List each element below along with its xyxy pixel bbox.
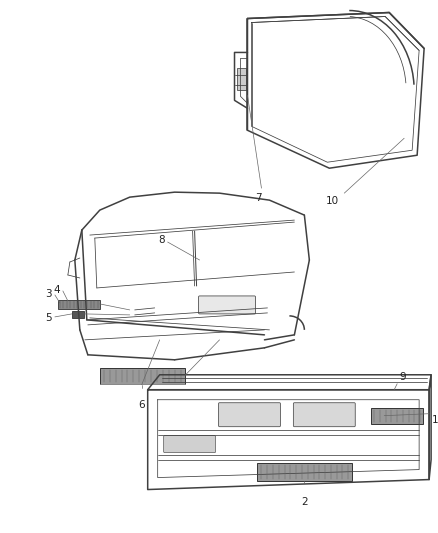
FancyBboxPatch shape <box>72 311 84 318</box>
FancyBboxPatch shape <box>58 300 99 309</box>
FancyBboxPatch shape <box>218 403 280 427</box>
Text: 3: 3 <box>45 289 52 299</box>
Text: 9: 9 <box>398 372 405 382</box>
FancyBboxPatch shape <box>198 296 255 314</box>
Text: 7: 7 <box>255 193 261 203</box>
Text: 2: 2 <box>300 497 307 506</box>
Text: 5: 5 <box>45 313 52 323</box>
Text: 6: 6 <box>138 400 145 410</box>
FancyBboxPatch shape <box>371 408 422 424</box>
FancyBboxPatch shape <box>99 368 184 384</box>
Bar <box>236 68 246 91</box>
FancyBboxPatch shape <box>257 463 351 481</box>
Text: 4: 4 <box>53 285 60 295</box>
FancyBboxPatch shape <box>293 403 354 427</box>
Text: 10: 10 <box>325 196 339 206</box>
Text: 8: 8 <box>158 235 164 245</box>
FancyBboxPatch shape <box>163 435 215 453</box>
Text: 1: 1 <box>431 415 438 425</box>
